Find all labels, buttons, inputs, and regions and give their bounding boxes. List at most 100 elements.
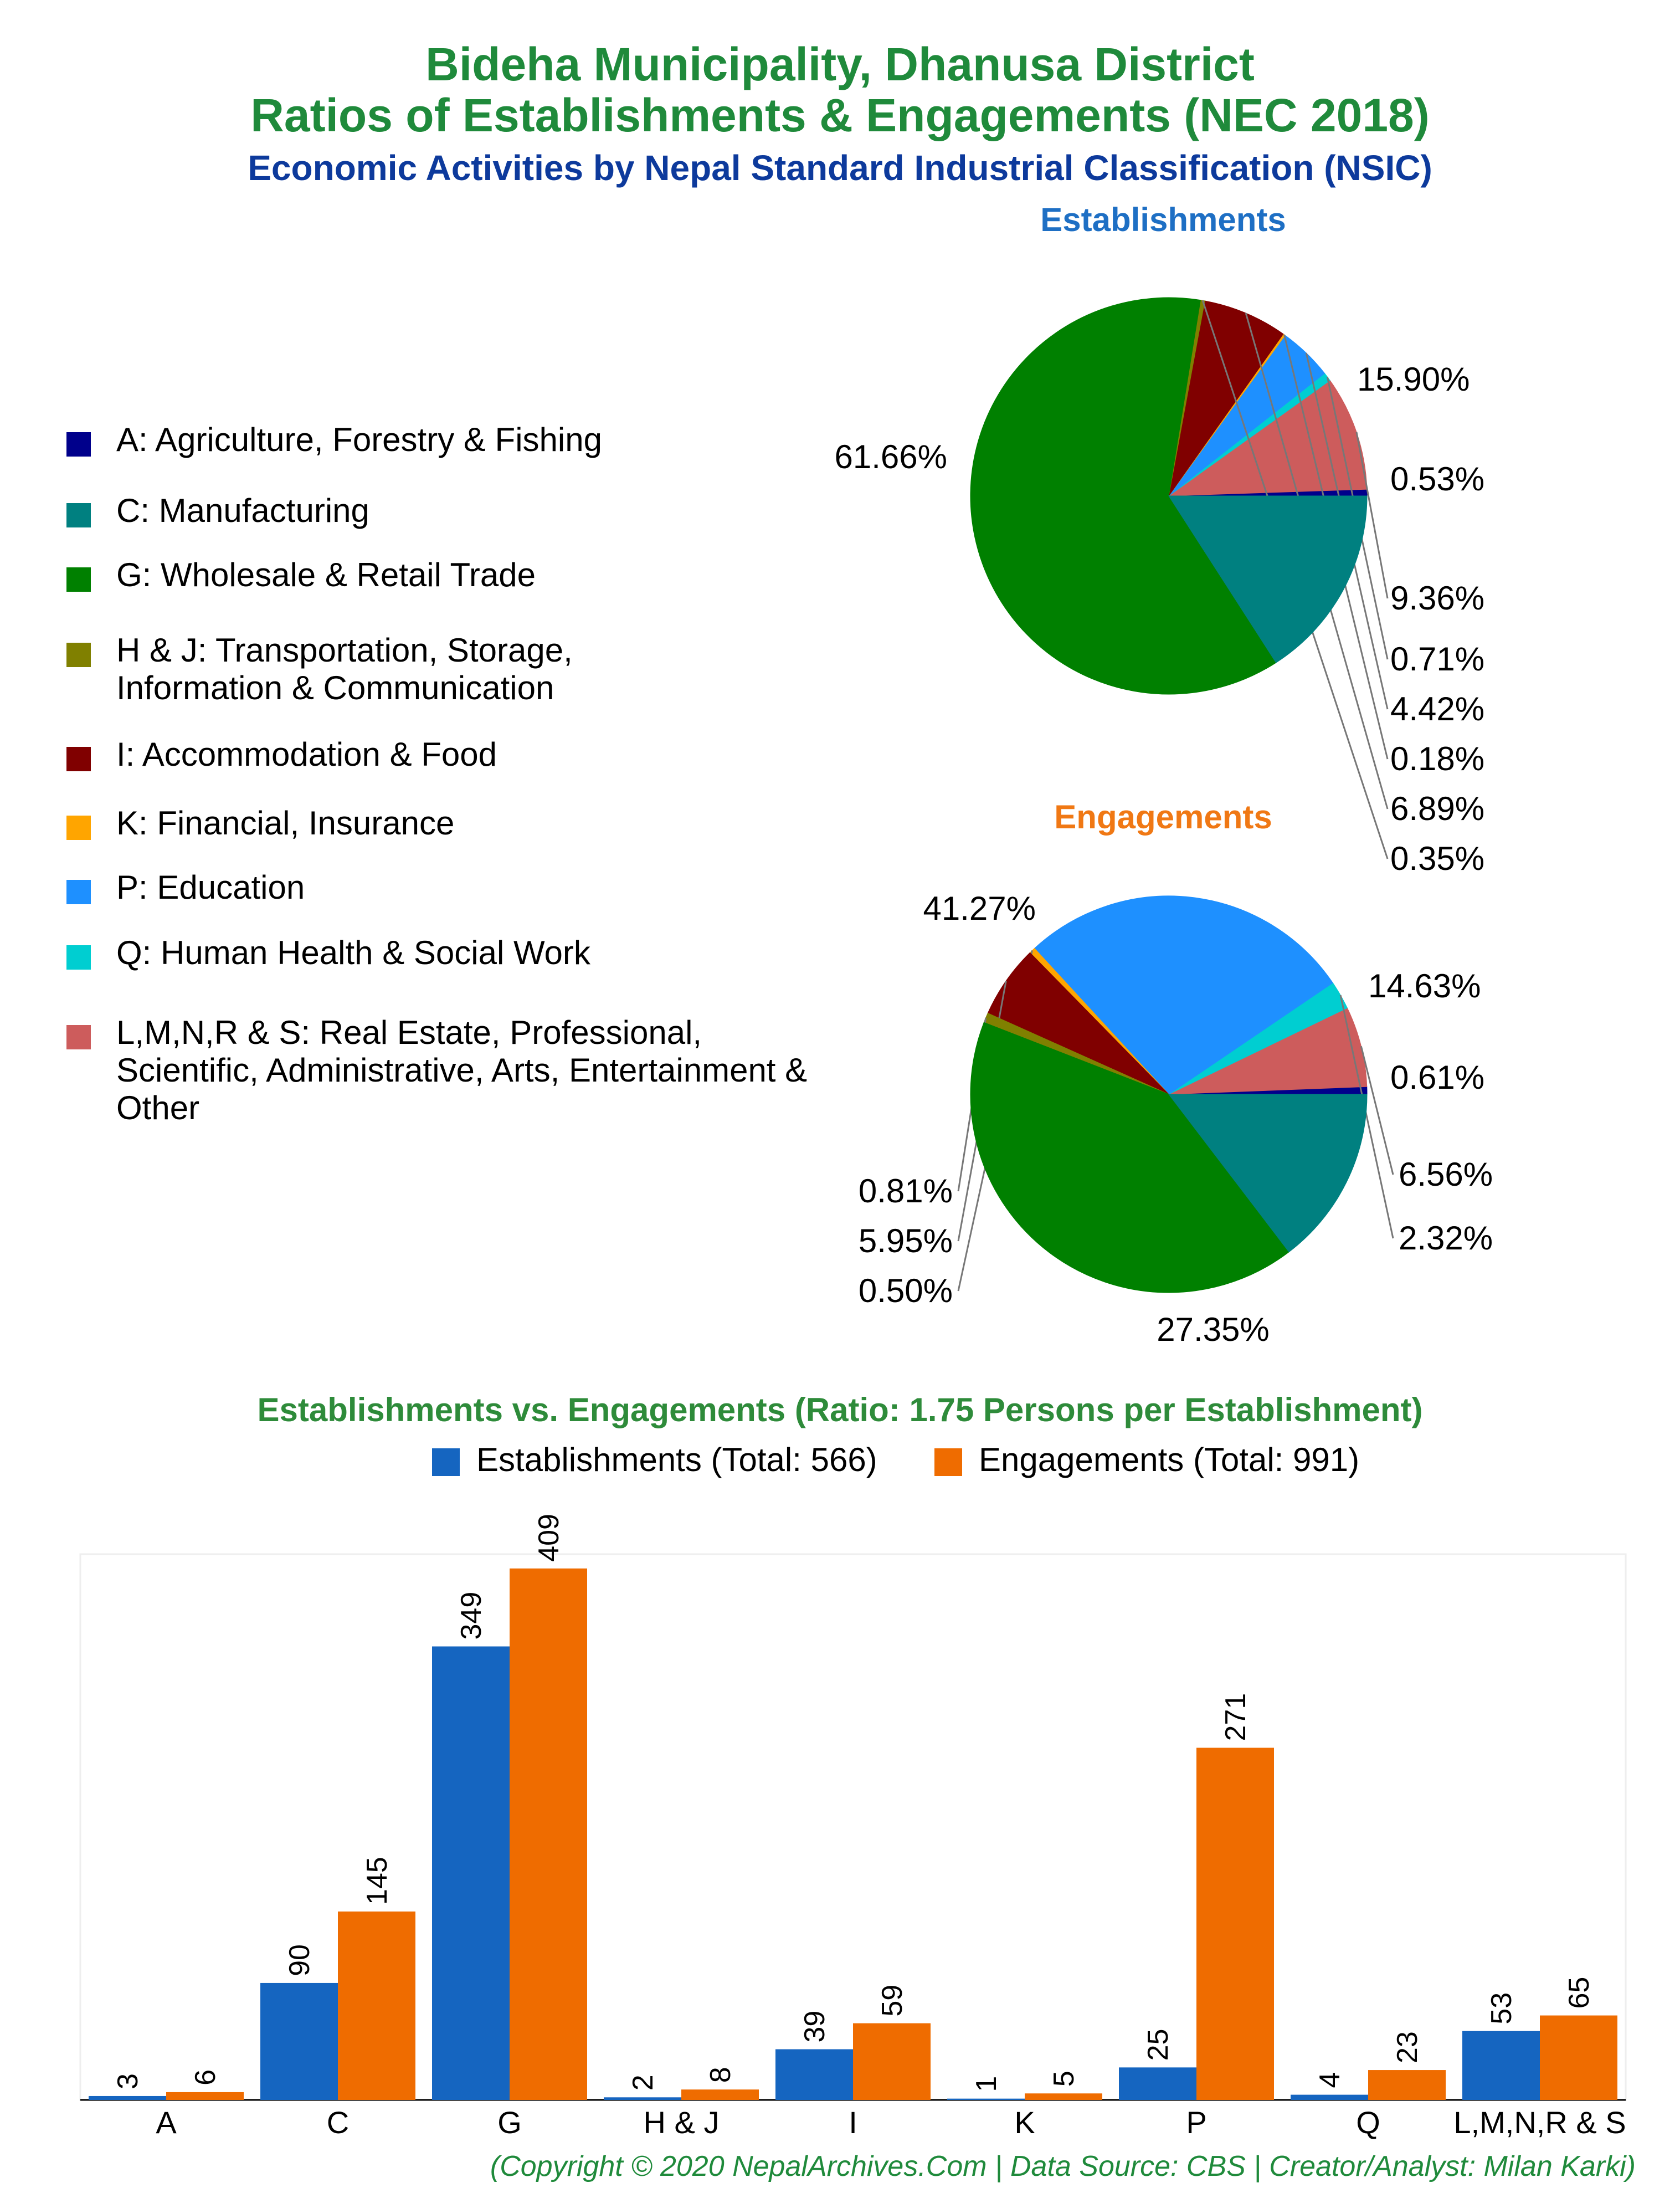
x-tick-label: K [1014,2105,1035,2140]
pie-slice-label: 14.63% [1368,967,1481,1005]
pie-slice-lmnrs [1168,1007,1368,1095]
pie-engagements: 0.61% 6.56% 2.32% 27.35% 0.50% 5.95% 0.81% 41.2… [859,890,1493,1348]
pie-slice-label: 9.36% [1390,580,1484,617]
legend-label: Engagements (Total: 991) [979,1441,1360,1478]
bar-engagements-3 [681,2089,759,2100]
pie-slice-label: 61.66% [835,438,948,475]
pie-slice-i [1168,300,1284,496]
pie-leader-line [1355,432,1389,599]
legend-swatch [66,567,91,592]
bar-value-label: 59 [876,1985,908,2017]
bar-legend-establishments: Establishments (Total: 566) [432,1441,877,1478]
pie-slice-label: 6.89% [1390,790,1484,827]
pie-slice-p [1034,895,1333,1095]
bar-value-label: 25 [1142,2029,1174,2061]
bar-value-label: 39 [799,2011,831,2043]
bar-value-label: 145 [361,1857,393,1905]
bar-value-label: 2 [627,2074,659,2090]
bar-establishments-4 [775,2049,853,2100]
pie-slice-label: 0.53% [1390,460,1484,498]
legend-swatch [66,643,91,667]
legend-label: L,M,N,R & S: Real Estate, Professional, … [116,1014,808,1126]
bar-establishments-6 [1119,2067,1196,2100]
pie-slice-label: 0.71% [1390,641,1484,678]
bar-value-label: 65 [1563,1977,1595,2009]
legend-label: H & J: Transportation, Storage, Informat… [116,632,573,706]
pie-slice-label: 2.32% [1399,1220,1493,1257]
pie-slice-label: 0.81% [859,1172,953,1210]
pie-slice-g [970,297,1277,695]
legend-swatch [432,1448,460,1477]
pie-slice-label: 0.50% [859,1272,953,1309]
legend-label: K: Financial, Insurance [116,805,455,842]
pie-slice-label: 0.61% [1390,1059,1484,1096]
x-tick-label: G [497,2105,522,2140]
bar-legend-engagements: Engagements (Total: 991) [934,1441,1359,1478]
bar-engagements-1 [338,1911,415,2100]
footer-credit: (Copyright © 2020 NepalArchives.Com | Da… [490,2150,1636,2182]
x-tick-label: I [849,2105,857,2140]
legend-label: Establishments (Total: 566) [476,1441,877,1478]
legend-swatch [66,880,91,904]
pie-engagements-title: Engagements [1054,798,1272,836]
bar-engagements-2 [510,1568,587,2100]
legend-swatch [66,1025,91,1049]
legend-swatch [66,432,91,457]
pie-establishments-title: Establishments [1040,201,1286,238]
bar-establishments-7 [1291,2094,1368,2100]
bar-value-label: 1 [970,2076,1003,2092]
bar-establishments-1 [260,1982,338,2100]
pie-slice-c [1168,495,1368,663]
pie-slice-label: 41.27% [923,890,1036,927]
x-tick-label: A [156,2105,177,2140]
pie-slice-label: 5.95% [859,1222,953,1259]
bar-value-label: 409 [533,1514,565,1562]
bar-engagements-0 [166,2092,244,2100]
pie-slice-label: 15.90% [1357,361,1470,398]
title-line-2: Ratios of Establishments & Engagements (… [250,89,1430,141]
legend-label: I: Accommodation & Food [116,736,497,773]
legend-swatch [934,1448,963,1477]
bar-establishments-2 [432,1646,510,2100]
bar-value-label: 4 [1314,2072,1346,2088]
bar-engagements-7 [1368,2070,1446,2100]
pie-slice-label: 6.56% [1399,1156,1493,1193]
bar-engagements-8 [1540,2015,1617,2100]
bar-chart-title: Establishments vs. Engagements (Ratio: 1… [257,1391,1423,1428]
pie-slice-label: 0.18% [1390,740,1484,777]
legend-label: P: Education [116,869,305,906]
x-tick-label: H & J [644,2105,720,2140]
pie-slice-label: 27.35% [1157,1311,1270,1348]
pie-slice-label: 4.42% [1390,690,1484,727]
legend-swatch [66,816,91,840]
bar-value-label: 90 [284,1944,316,1976]
title-line-1: Bideha Municipality, Dhanusa District [425,38,1255,90]
bar-engagements-5 [1025,2093,1102,2100]
bar-value-label: 8 [705,2067,737,2083]
bar-value-label: 3 [112,2073,144,2089]
bar-value-label: 349 [455,1592,487,1640]
bar-value-label: 6 [189,2069,222,2086]
subtitle: Economic Activities by Nepal Standard In… [248,148,1432,188]
bar-value-label: 271 [1220,1693,1252,1741]
legend-label: G: Wholesale & Retail Trade [116,556,536,593]
legend-swatch [66,747,91,771]
bar-establishments-8 [1462,2031,1540,2100]
pie-leader-line [1339,995,1394,1239]
legend-label: Q: Human Health & Social Work [116,934,590,971]
bar-engagements-4 [853,2023,931,2100]
bar-establishments-3 [604,2097,681,2100]
legend-swatch [66,503,91,527]
x-tick-label: C [327,2105,349,2140]
bar-establishments-0 [89,2095,166,2100]
x-tick-label: P [1186,2105,1206,2140]
pie-slice-g [970,1022,1289,1293]
pie-leader-line [1360,1046,1394,1175]
pie-slice-label: 0.35% [1390,840,1484,877]
bar-engagements-6 [1196,1748,1274,2100]
legend-swatch [66,945,91,970]
x-tick-label: Q [1356,2105,1380,2140]
legend-label: C: Manufacturing [116,492,369,529]
